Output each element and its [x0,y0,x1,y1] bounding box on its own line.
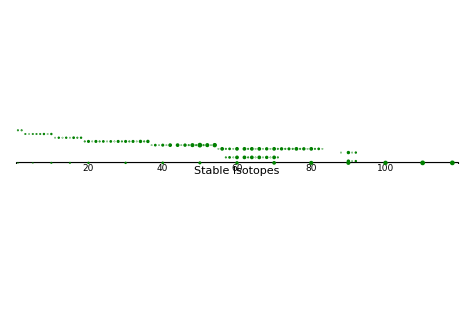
Circle shape [266,148,268,150]
Text: 20: 20 [83,164,94,173]
Circle shape [162,144,164,146]
Circle shape [95,141,97,142]
Circle shape [303,148,305,150]
Circle shape [125,141,127,142]
Circle shape [198,143,201,147]
Circle shape [77,137,78,138]
Circle shape [347,160,349,162]
Circle shape [236,148,238,150]
Circle shape [384,161,387,164]
Circle shape [273,156,275,159]
Circle shape [110,141,111,142]
Circle shape [132,141,134,142]
Circle shape [251,148,253,150]
Circle shape [229,148,230,150]
Circle shape [155,145,156,146]
Circle shape [206,144,209,147]
Circle shape [203,145,204,146]
Circle shape [295,148,298,150]
Circle shape [144,141,145,142]
Circle shape [451,161,454,164]
Circle shape [129,141,130,142]
Circle shape [258,148,260,150]
Circle shape [421,161,424,164]
Circle shape [169,144,171,146]
Circle shape [58,137,59,138]
Text: Stable Isotopes: Stable Isotopes [194,166,280,176]
Circle shape [258,156,260,159]
Circle shape [236,162,238,164]
Text: 60: 60 [231,164,243,173]
Circle shape [318,148,319,150]
Circle shape [125,162,126,163]
Circle shape [88,141,89,142]
Circle shape [196,145,197,146]
Circle shape [221,148,223,150]
Circle shape [73,137,74,138]
Circle shape [188,145,189,146]
Circle shape [21,130,22,131]
Circle shape [88,162,89,163]
Circle shape [84,141,85,142]
Circle shape [213,144,216,147]
Text: 80: 80 [306,164,317,173]
FancyBboxPatch shape [16,162,458,164]
Circle shape [44,134,45,135]
Circle shape [266,156,268,158]
Circle shape [288,148,290,150]
Circle shape [347,162,350,164]
Circle shape [139,140,141,142]
Circle shape [51,162,52,163]
Circle shape [99,141,100,142]
Circle shape [243,148,246,150]
Circle shape [251,156,253,159]
Circle shape [281,148,283,150]
Circle shape [103,141,104,142]
Circle shape [199,162,201,164]
Circle shape [176,144,179,146]
Text: 100: 100 [377,164,394,173]
Circle shape [310,162,312,164]
Circle shape [81,137,82,138]
Circle shape [118,141,119,142]
Circle shape [121,141,122,142]
Circle shape [51,134,52,135]
Circle shape [273,162,275,164]
Circle shape [277,157,278,158]
Circle shape [147,140,149,142]
Circle shape [273,148,275,150]
Circle shape [243,156,246,159]
Circle shape [310,148,312,150]
Circle shape [347,151,349,154]
Circle shape [191,144,194,147]
Circle shape [66,137,67,138]
Circle shape [184,144,186,146]
Circle shape [229,157,230,158]
Circle shape [236,156,238,159]
Text: 40: 40 [157,164,168,173]
Circle shape [162,162,164,163]
